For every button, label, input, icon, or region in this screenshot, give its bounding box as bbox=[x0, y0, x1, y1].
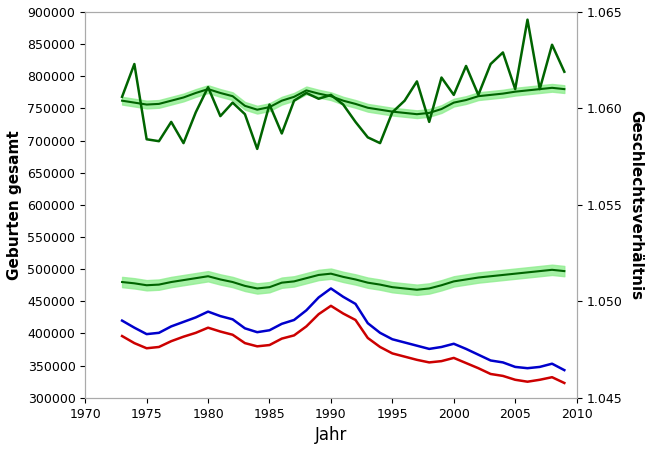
Y-axis label: Geburten gesamt: Geburten gesamt bbox=[7, 130, 22, 280]
X-axis label: Jahr: Jahr bbox=[315, 426, 347, 444]
Y-axis label: Geschlechtsverhältnis: Geschlechtsverhältnis bbox=[628, 110, 643, 300]
